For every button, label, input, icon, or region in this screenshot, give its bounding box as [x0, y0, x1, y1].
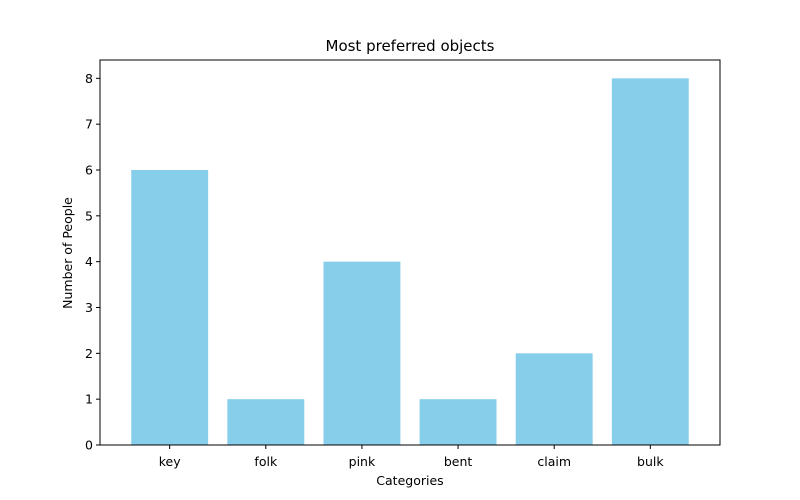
x-tick-label: folk [254, 454, 278, 469]
y-tick-label: 8 [85, 71, 93, 86]
bars-group [131, 78, 689, 445]
x-tick-label: bulk [637, 454, 664, 469]
y-tick-label: 3 [85, 300, 93, 315]
bar-bulk [611, 78, 689, 445]
x-tick-label: key [159, 454, 181, 469]
y-tick-label: 4 [85, 254, 93, 269]
y-tick-label: 0 [85, 438, 93, 453]
bar-claim [515, 353, 593, 445]
chart-title: Most preferred objects [326, 37, 495, 55]
x-axis-label: Categories [376, 473, 443, 488]
y-tick-label: 2 [85, 346, 93, 361]
plot-frame [99, 59, 721, 446]
bar-key [131, 170, 209, 445]
x-ticks-group: key folk pink bent claim bulk [159, 445, 664, 469]
y-tick-label: 5 [85, 208, 93, 223]
x-tick-label: pink [349, 454, 376, 469]
bar-bent [419, 399, 497, 445]
y-tick-label: 6 [85, 163, 93, 178]
y-axis-label: Number of People [60, 197, 75, 309]
y-tick-label: 1 [85, 392, 93, 407]
bar-folk [227, 399, 305, 445]
y-ticks-group: 0 1 2 3 4 5 6 7 8 [85, 71, 100, 453]
x-tick-label: claim [537, 454, 571, 469]
y-tick-label: 7 [85, 117, 93, 132]
x-tick-label: bent [444, 454, 473, 469]
bar-pink [323, 261, 401, 445]
